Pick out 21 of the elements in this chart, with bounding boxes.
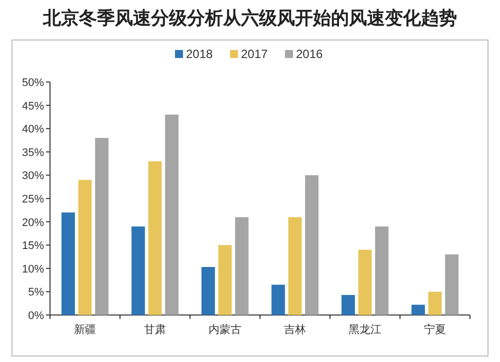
ytick-label: 45% xyxy=(22,100,44,112)
xtick-label: 新疆 xyxy=(74,323,96,336)
ytick-label: 10% xyxy=(22,263,44,276)
legend-label: 2017 xyxy=(241,47,268,61)
ytick-label: 15% xyxy=(22,240,44,252)
ytick-label: 40% xyxy=(22,124,44,136)
legend-label: 2016 xyxy=(296,47,323,61)
ytick-label: 35% xyxy=(22,146,44,159)
xtick-label: 黑龙江 xyxy=(348,323,382,336)
ytick-label: 30% xyxy=(22,170,44,182)
ytick-label: 25% xyxy=(22,194,44,206)
xtick-label: 甘肃 xyxy=(144,323,166,336)
xtick-label: 宁夏 xyxy=(424,323,446,336)
xtick-label: 吉林 xyxy=(284,323,306,336)
ytick-label: 20% xyxy=(22,216,44,229)
ytick-label: 50% xyxy=(22,77,44,89)
title: 北京冬季风速分级分析从六级风开始的风速变化趋势 xyxy=(43,8,457,29)
xtick-label: 内蒙古 xyxy=(208,323,242,336)
ytick-label: 5% xyxy=(28,286,44,299)
ytick-label: 0% xyxy=(28,310,44,322)
legend-label: 2018 xyxy=(186,47,213,61)
